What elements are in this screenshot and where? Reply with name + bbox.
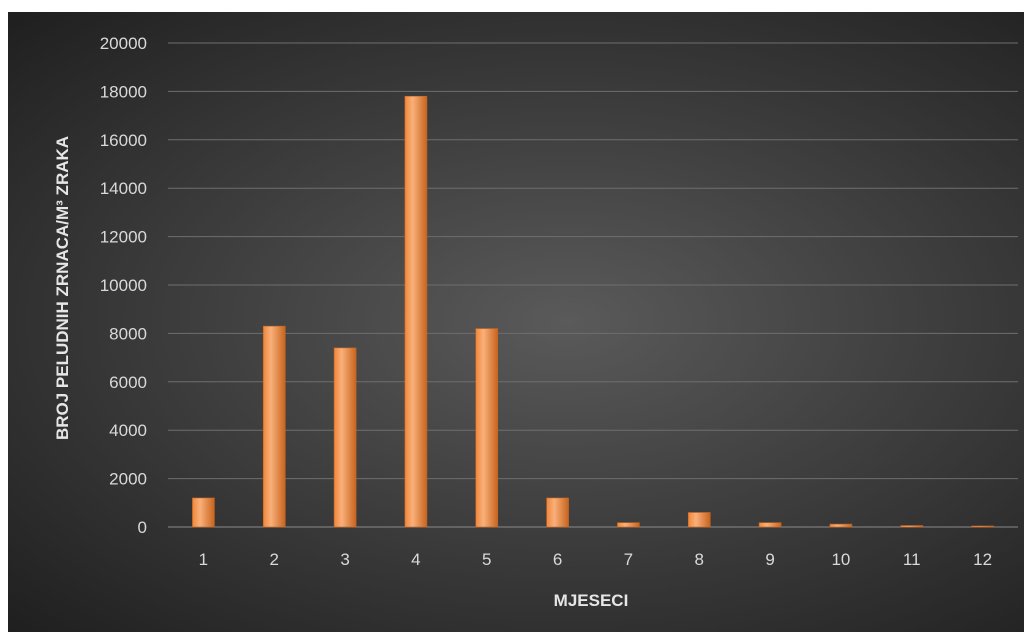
bar (900, 525, 924, 528)
y-tick-label: 8000 (109, 324, 147, 343)
bars (192, 95, 994, 528)
y-axis-ticks: 0 2000 4000 6000 8000 10000 12000 14000 16000 180… (100, 34, 147, 537)
bar (192, 497, 215, 528)
bar (546, 497, 569, 528)
y-tick-label: 2000 (109, 470, 147, 489)
y-tick-label: 12000 (100, 228, 147, 247)
y-axis-title: BROJ PELUDNIH ZRNACA/M³ ZRAKA (53, 136, 72, 440)
x-tick-label: 1 (199, 550, 208, 569)
x-tick-label: 3 (340, 550, 349, 569)
x-tick-label: 12 (973, 550, 992, 569)
bar (262, 325, 286, 528)
y-tick-label: 18000 (100, 82, 147, 101)
x-tick-label: 9 (765, 550, 774, 569)
bar-chart: 0 2000 4000 6000 8000 10000 12000 14000 16000 180… (53, 34, 1018, 610)
bar (617, 522, 640, 528)
y-tick-label: 20000 (100, 34, 147, 53)
x-axis-ticks: 1 2 3 4 5 6 7 8 9 10 11 12 (199, 550, 992, 569)
bar (687, 512, 711, 528)
bar (758, 522, 782, 528)
bar (829, 523, 853, 528)
y-tick-label: 0 (138, 518, 147, 537)
x-tick-label: 11 (903, 550, 921, 569)
x-tick-label: 2 (270, 550, 279, 569)
gridlines (168, 42, 1018, 528)
chart-area: 0 2000 4000 6000 8000 10000 12000 14000 16000 180… (8, 12, 1024, 632)
x-tick-label: 4 (411, 550, 420, 569)
y-tick-label: 16000 (100, 131, 147, 150)
bar (971, 525, 994, 528)
y-tick-label: 14000 (100, 179, 147, 198)
x-tick-label: 7 (624, 550, 633, 569)
y-tick-label: 10000 (100, 276, 147, 295)
x-tick-label: 10 (831, 550, 850, 569)
bar (404, 95, 428, 528)
x-tick-label: 5 (482, 550, 491, 569)
bar (333, 347, 357, 528)
x-axis-title: MJESECI (554, 591, 629, 610)
bar (475, 328, 499, 528)
y-tick-label: 6000 (109, 373, 147, 392)
y-tick-label: 4000 (109, 421, 147, 440)
x-tick-label: 6 (553, 550, 562, 569)
x-tick-label: 8 (695, 550, 704, 569)
